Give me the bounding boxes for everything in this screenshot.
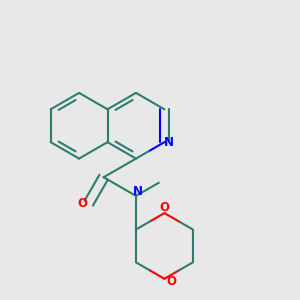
Text: O: O [166, 275, 176, 288]
Text: N: N [133, 185, 143, 198]
Text: O: O [77, 196, 87, 210]
Text: O: O [159, 201, 170, 214]
Text: N: N [164, 136, 174, 149]
